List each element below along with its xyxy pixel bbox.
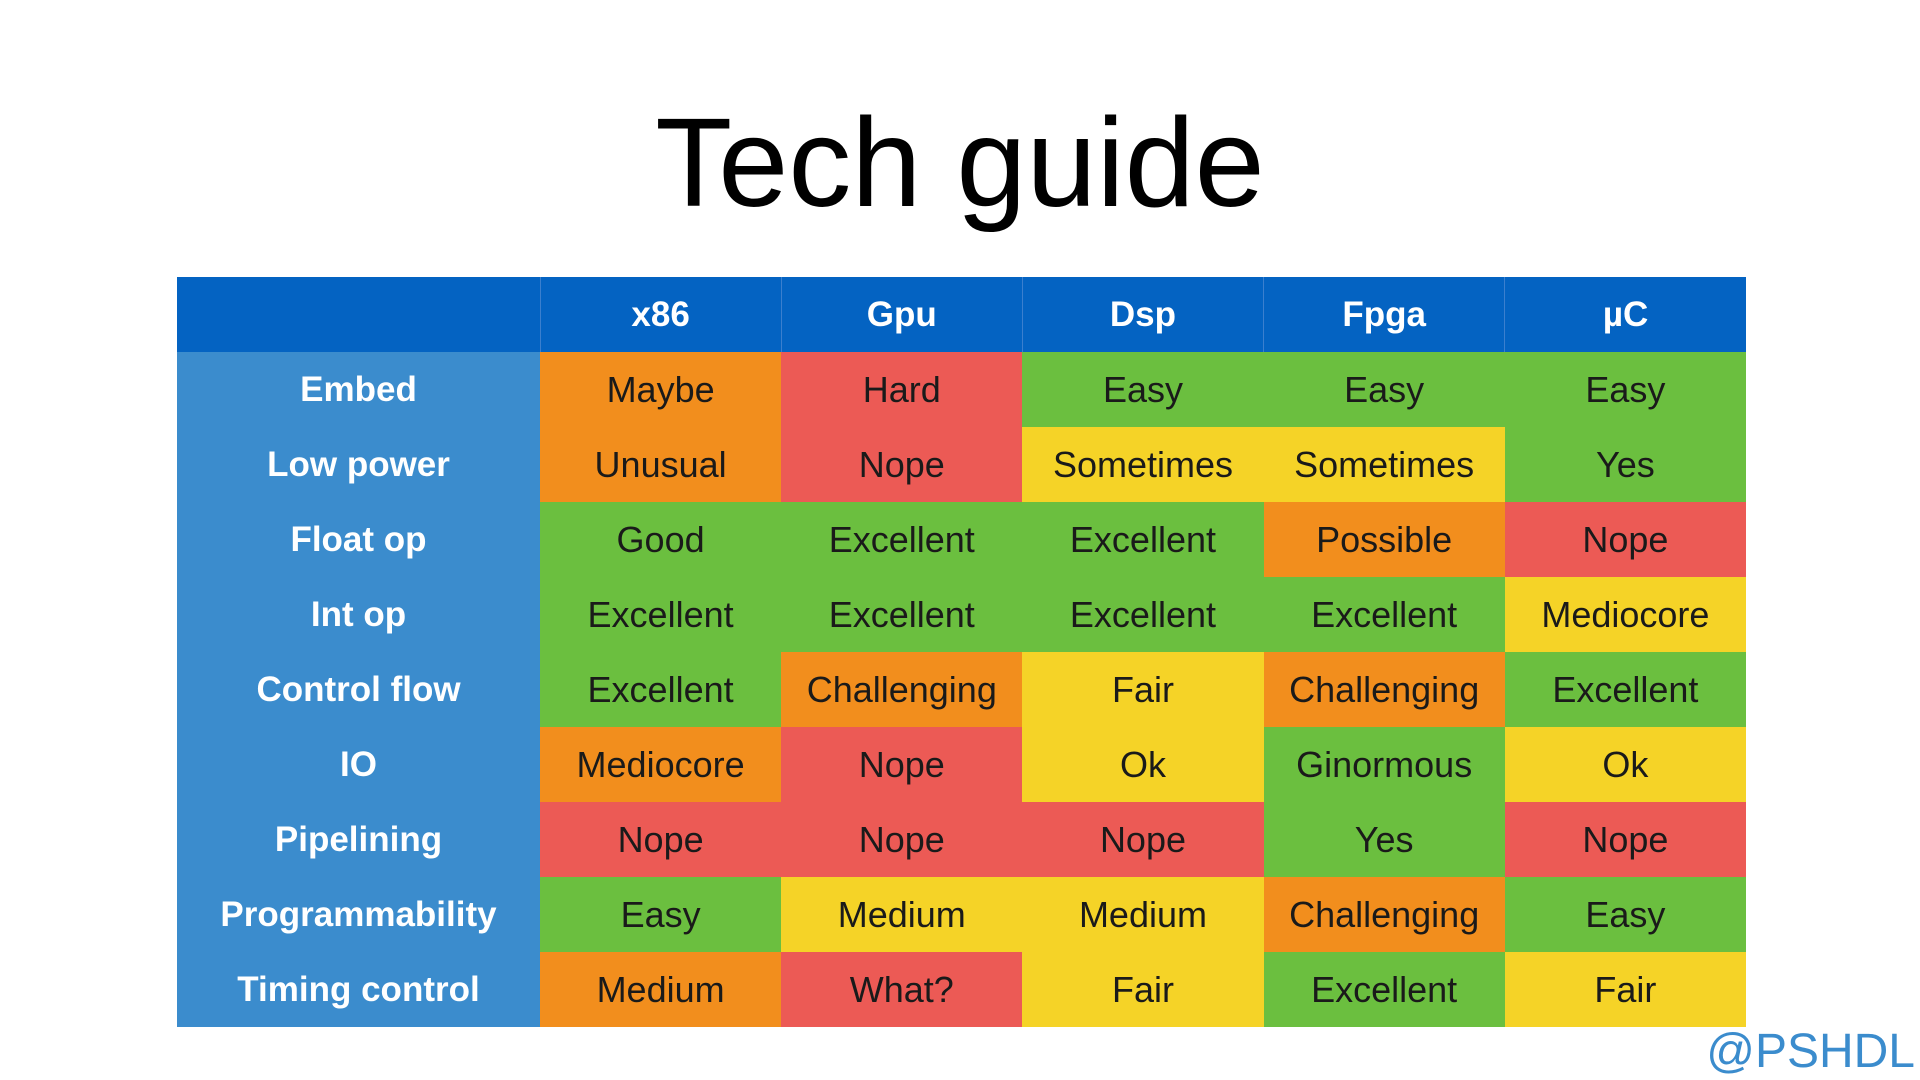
rating-cell: Excellent (781, 502, 1023, 577)
rating-cell: Maybe (540, 352, 782, 427)
column-header-uc: µC (1504, 277, 1746, 352)
table-body: Embed Maybe Hard Easy Easy Easy Low power Unusu… (177, 352, 1746, 1027)
table-row: Pipelining Nope Nope Nope Yes Nope (177, 802, 1746, 877)
row-label: Programmability (177, 877, 540, 952)
rating-cell: Nope (781, 802, 1023, 877)
rating-cell: What? (781, 952, 1023, 1027)
rating-cell: Possible (1263, 502, 1505, 577)
rating-cell: Yes (1263, 802, 1505, 877)
column-header-fpga: Fpga (1263, 277, 1506, 352)
rating-cell: Nope (540, 802, 782, 877)
tech-comparison-table: x86 Gpu Dsp Fpga µC Embed Maybe Hard Easy Ea… (177, 277, 1746, 1027)
rating-cell: Excellent (1022, 577, 1264, 652)
row-label: Float op (177, 502, 540, 577)
slide-title: Tech guide (655, 92, 1265, 233)
table-header-row: x86 Gpu Dsp Fpga µC (177, 277, 1746, 352)
column-header-dsp: Dsp (1022, 277, 1265, 352)
row-label: Embed (177, 352, 540, 427)
rating-cell: Nope (1504, 502, 1746, 577)
rating-cell: Yes (1504, 427, 1746, 502)
rating-cell: Sometimes (1263, 427, 1505, 502)
rating-cell: Medium (540, 952, 782, 1027)
rating-cell: Challenging (1263, 877, 1505, 952)
rating-cell: Challenging (781, 652, 1023, 727)
row-label: Control flow (177, 652, 540, 727)
rating-cell: Easy (1504, 352, 1746, 427)
table-row: Int op Excellent Excellent Excellent Excelle… (177, 577, 1746, 652)
header-corner-cell (177, 277, 541, 352)
rating-cell: Unusual (540, 427, 782, 502)
rating-cell: Excellent (1022, 502, 1264, 577)
author-credit: @PSHDL (1706, 1025, 1915, 1078)
row-label: Pipelining (177, 802, 540, 877)
rating-cell: Nope (1504, 802, 1746, 877)
rating-cell: Excellent (781, 577, 1023, 652)
rating-cell: Easy (540, 877, 782, 952)
table-row: IO Mediocore Nope Ok Ginormous Ok (177, 727, 1746, 802)
row-label: Low power (177, 427, 540, 502)
rating-cell: Good (540, 502, 782, 577)
row-label: Timing control (177, 952, 540, 1027)
row-label: Int op (177, 577, 540, 652)
rating-cell: Excellent (540, 577, 782, 652)
rating-cell: Excellent (1263, 577, 1505, 652)
rating-cell: Sometimes (1022, 427, 1264, 502)
table-row: Embed Maybe Hard Easy Easy Easy (177, 352, 1746, 427)
rating-cell: Challenging (1263, 652, 1505, 727)
rating-cell: Nope (781, 727, 1023, 802)
column-header-gpu: Gpu (781, 277, 1023, 352)
rating-cell: Medium (781, 877, 1023, 952)
rating-cell: Fair (1504, 952, 1746, 1027)
row-label: IO (177, 727, 540, 802)
rating-cell: Fair (1022, 952, 1264, 1027)
rating-cell: Fair (1022, 652, 1264, 727)
table-row: Low power Unusual Nope Sometimes Sometimes Ye… (177, 427, 1746, 502)
rating-cell: Easy (1263, 352, 1505, 427)
rating-cell: Excellent (540, 652, 782, 727)
rating-cell: Hard (781, 352, 1023, 427)
rating-cell: Mediocore (540, 727, 782, 802)
rating-cell: Easy (1022, 352, 1264, 427)
rating-cell: Excellent (1263, 952, 1505, 1027)
rating-cell: Nope (781, 427, 1023, 502)
table-row: Programmability Easy Medium Medium Challengi… (177, 877, 1746, 952)
rating-cell: Medium (1022, 877, 1264, 952)
rating-cell: Ginormous (1263, 727, 1505, 802)
rating-cell: Easy (1504, 877, 1746, 952)
table-row: Timing control Medium What? Fair Excellent Fa… (177, 952, 1746, 1027)
rating-cell: Ok (1504, 727, 1746, 802)
table-row: Float op Good Excellent Excellent Possible No… (177, 502, 1746, 577)
rating-cell: Mediocore (1504, 577, 1746, 652)
rating-cell: Excellent (1504, 652, 1746, 727)
table-row: Control flow Excellent Challenging Fair Chal… (177, 652, 1746, 727)
rating-cell: Nope (1022, 802, 1264, 877)
column-header-x86: x86 (540, 277, 782, 352)
rating-cell: Ok (1022, 727, 1264, 802)
